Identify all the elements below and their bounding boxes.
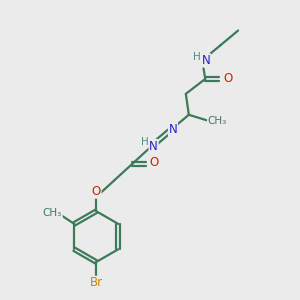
Text: H: H	[141, 136, 148, 147]
Text: Br: Br	[90, 276, 103, 290]
Text: H: H	[193, 52, 201, 62]
Text: CH₃: CH₃	[208, 116, 227, 126]
Text: N: N	[149, 140, 158, 153]
Text: O: O	[150, 156, 159, 169]
Text: CH₃: CH₃	[43, 208, 62, 218]
Text: N: N	[169, 123, 177, 136]
Text: O: O	[223, 72, 232, 85]
Text: N: N	[202, 54, 210, 67]
Text: O: O	[92, 185, 101, 198]
